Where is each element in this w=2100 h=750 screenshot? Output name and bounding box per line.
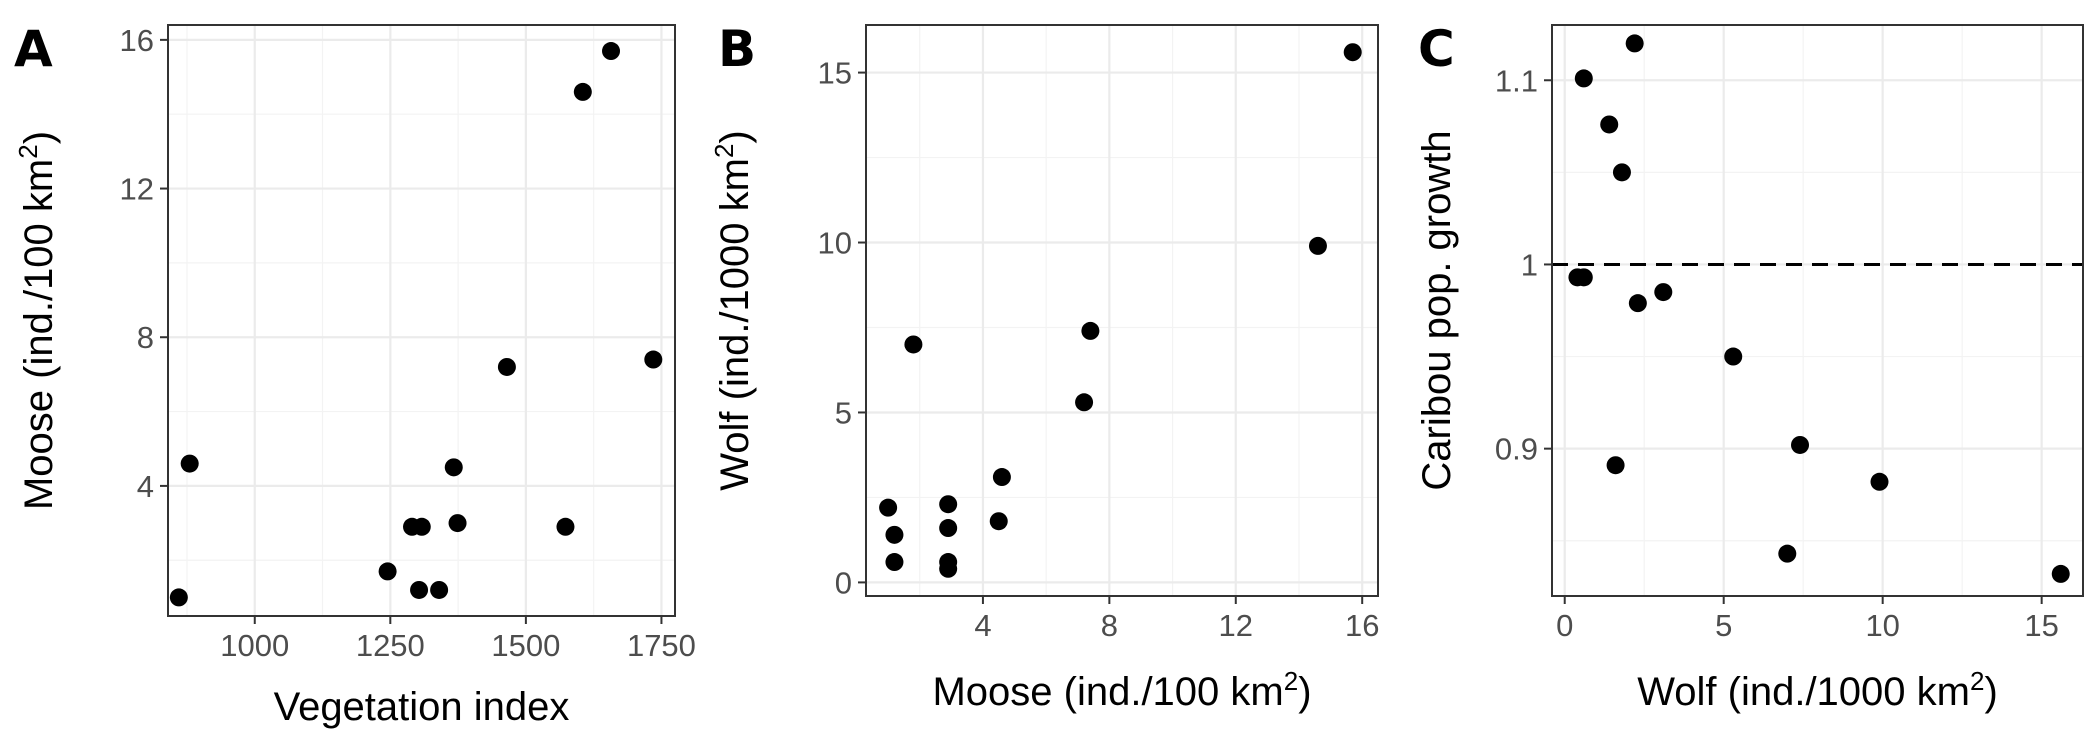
y-tick-label: 16 (120, 23, 154, 58)
y-axis-title: Caribou pop. growth (1415, 130, 1459, 490)
x-axis-title: Moose (ind./100 km2) (932, 666, 1311, 714)
data-point (497, 357, 516, 376)
panel-b: 4 8 12 16 0 5 10 15 Moose (ind./100 km2) Wolf (in… (709, 20, 1379, 714)
panel-c: 0 5 10 15 0.9 1 1.1 Wolf (ind./1000 km2) Caribou… (1415, 20, 2084, 714)
plot-frame (167, 24, 676, 617)
x-tick-label: 4 (974, 608, 991, 643)
panel-a: 1000 1250 1500 1750 4 8 12 16 Vegetation index Mo… (13, 20, 696, 729)
points (879, 43, 1362, 578)
data-point (1075, 393, 1094, 412)
data-point (1778, 544, 1797, 563)
y-tick-label: 12 (120, 172, 154, 207)
y-tick-label: 15 (818, 56, 852, 91)
data-point (1870, 472, 1889, 491)
points (1568, 34, 2070, 583)
data-point (573, 82, 592, 101)
data-point (1343, 43, 1362, 62)
gridlines (1552, 25, 2083, 596)
y-tick-label: 1 (1521, 247, 1538, 282)
data-point (602, 42, 621, 61)
plot-frame (1551, 24, 2084, 597)
data-point (1308, 236, 1327, 255)
panel-letter: B (718, 20, 756, 78)
x-tick-label: 1250 (356, 628, 425, 663)
gridlines (168, 25, 675, 616)
y-axis-title: Wolf (ind./1000 km2) (709, 130, 757, 491)
gridlines (866, 25, 1378, 596)
x-tick-label: 16 (1345, 608, 1379, 643)
data-point (412, 517, 431, 536)
data-point (1628, 294, 1647, 313)
x-tick-label: 8 (1101, 608, 1118, 643)
data-point (180, 454, 199, 473)
data-point (1612, 163, 1631, 182)
y-tick-label: 0.9 (1495, 432, 1538, 467)
y-tick-label: 8 (137, 320, 154, 355)
y-tick-label: 4 (137, 469, 154, 504)
data-point (1600, 115, 1619, 134)
data-point (1081, 321, 1100, 340)
x-tick-label: 0 (1556, 608, 1573, 643)
data-point (939, 519, 958, 538)
y-tick-label: 0 (835, 565, 852, 600)
x-tick-label: 1750 (627, 628, 696, 663)
y-tick-label: 5 (835, 395, 852, 430)
points (169, 42, 663, 607)
data-point (444, 458, 463, 477)
data-point (448, 514, 467, 533)
data-point (879, 498, 898, 517)
data-point (1574, 69, 1593, 88)
x-tick-label: 15 (2024, 608, 2058, 643)
y-tick-label: 1.1 (1495, 63, 1538, 98)
data-point (992, 468, 1011, 487)
data-point (885, 525, 904, 544)
x-axis-title: Wolf (ind./1000 km2) (1637, 666, 1998, 714)
data-point (1791, 435, 1810, 454)
y-axis-title: Moose (ind./100 km2) (13, 131, 61, 510)
data-point (1654, 283, 1673, 302)
data-point (2051, 564, 2070, 583)
x-tick-label: 1000 (220, 628, 289, 663)
data-point (1724, 347, 1743, 366)
panel-letter: A (14, 20, 53, 78)
data-point (430, 580, 449, 599)
data-point (1574, 268, 1593, 287)
data-point (904, 335, 923, 354)
data-point (989, 512, 1008, 531)
data-point (169, 588, 188, 607)
data-point (410, 580, 429, 599)
x-axis-title: Vegetation index (274, 685, 570, 729)
data-point (1606, 456, 1625, 475)
data-point (378, 562, 397, 581)
panel-letter: C (1418, 20, 1455, 78)
x-tick-label: 12 (1219, 608, 1253, 643)
plot-frame (865, 24, 1379, 597)
x-tick-label: 10 (1865, 608, 1899, 643)
data-point (644, 350, 663, 369)
data-point (939, 495, 958, 514)
x-tick-label: 1500 (491, 628, 560, 663)
data-point (885, 553, 904, 572)
data-point (1625, 34, 1644, 53)
data-point (939, 559, 958, 578)
data-point (556, 517, 575, 536)
x-tick-label: 5 (1715, 608, 1732, 643)
y-tick-label: 10 (818, 226, 852, 261)
